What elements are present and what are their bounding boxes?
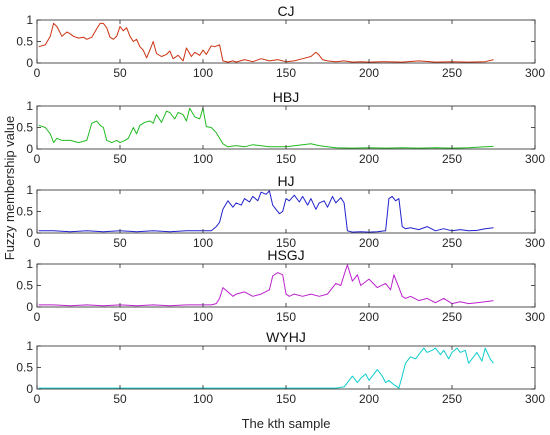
x-tick-label: 50 — [113, 236, 127, 250]
x-tick-label: 0 — [34, 66, 41, 80]
subplot-title: WYHJ — [266, 329, 306, 345]
x-tick-label: 100 — [193, 310, 213, 324]
x-tick-label: 250 — [442, 310, 462, 324]
y-tick-label: 1 — [26, 183, 33, 197]
x-tick-label: 300 — [525, 152, 545, 166]
x-tick-label: 300 — [525, 236, 545, 250]
subplot-title: HJ — [277, 173, 294, 189]
x-tick-label: 100 — [193, 392, 213, 406]
y-tick-label: 0.5 — [16, 279, 33, 293]
y-tick-label: 0 — [26, 300, 33, 314]
y-tick-label: 1 — [26, 99, 33, 113]
x-tick-label: 50 — [113, 392, 127, 406]
x-tick-label: 0 — [34, 310, 41, 324]
y-tick-label: 0.5 — [16, 35, 33, 49]
x-tick-label: 300 — [525, 310, 545, 324]
x-tick-label: 150 — [276, 392, 296, 406]
x-tick-label: 250 — [442, 392, 462, 406]
x-tick-label: 200 — [359, 236, 379, 250]
x-tick-label: 0 — [34, 236, 41, 250]
y-axis-label: Fuzzy membership value — [2, 116, 17, 261]
subplot-title: HSGJ — [267, 247, 304, 263]
x-axis-label: The kth sample — [242, 416, 331, 431]
x-tick-label: 50 — [113, 66, 127, 80]
y-tick-label: 1 — [26, 257, 33, 271]
x-tick-label: 250 — [442, 66, 462, 80]
y-tick-label: 0 — [26, 382, 33, 396]
x-tick-label: 150 — [276, 66, 296, 80]
x-tick-label: 50 — [113, 310, 127, 324]
x-tick-label: 200 — [359, 392, 379, 406]
x-tick-label: 0 — [34, 152, 41, 166]
y-tick-label: 1 — [26, 339, 33, 353]
subplot-title: HBJ — [273, 89, 299, 105]
x-tick-label: 200 — [359, 152, 379, 166]
y-tick-label: 1 — [26, 13, 33, 27]
x-tick-label: 100 — [193, 152, 213, 166]
y-tick-label: 0 — [26, 142, 33, 156]
x-tick-label: 150 — [276, 310, 296, 324]
x-tick-label: 250 — [442, 152, 462, 166]
x-tick-label: 100 — [193, 236, 213, 250]
x-tick-label: 300 — [525, 66, 545, 80]
x-tick-label: 100 — [193, 66, 213, 80]
y-tick-label: 0.5 — [16, 205, 33, 219]
x-tick-label: 0 — [34, 392, 41, 406]
x-tick-label: 50 — [113, 152, 127, 166]
y-tick-label: 0 — [26, 226, 33, 240]
y-tick-label: 0 — [26, 56, 33, 70]
x-tick-label: 200 — [359, 310, 379, 324]
x-tick-label: 150 — [276, 152, 296, 166]
x-tick-label: 250 — [442, 236, 462, 250]
y-tick-label: 0.5 — [16, 121, 33, 135]
subplot-title: CJ — [277, 3, 294, 19]
x-tick-label: 200 — [359, 66, 379, 80]
x-tick-label: 300 — [525, 392, 545, 406]
y-tick-label: 0.5 — [16, 361, 33, 375]
